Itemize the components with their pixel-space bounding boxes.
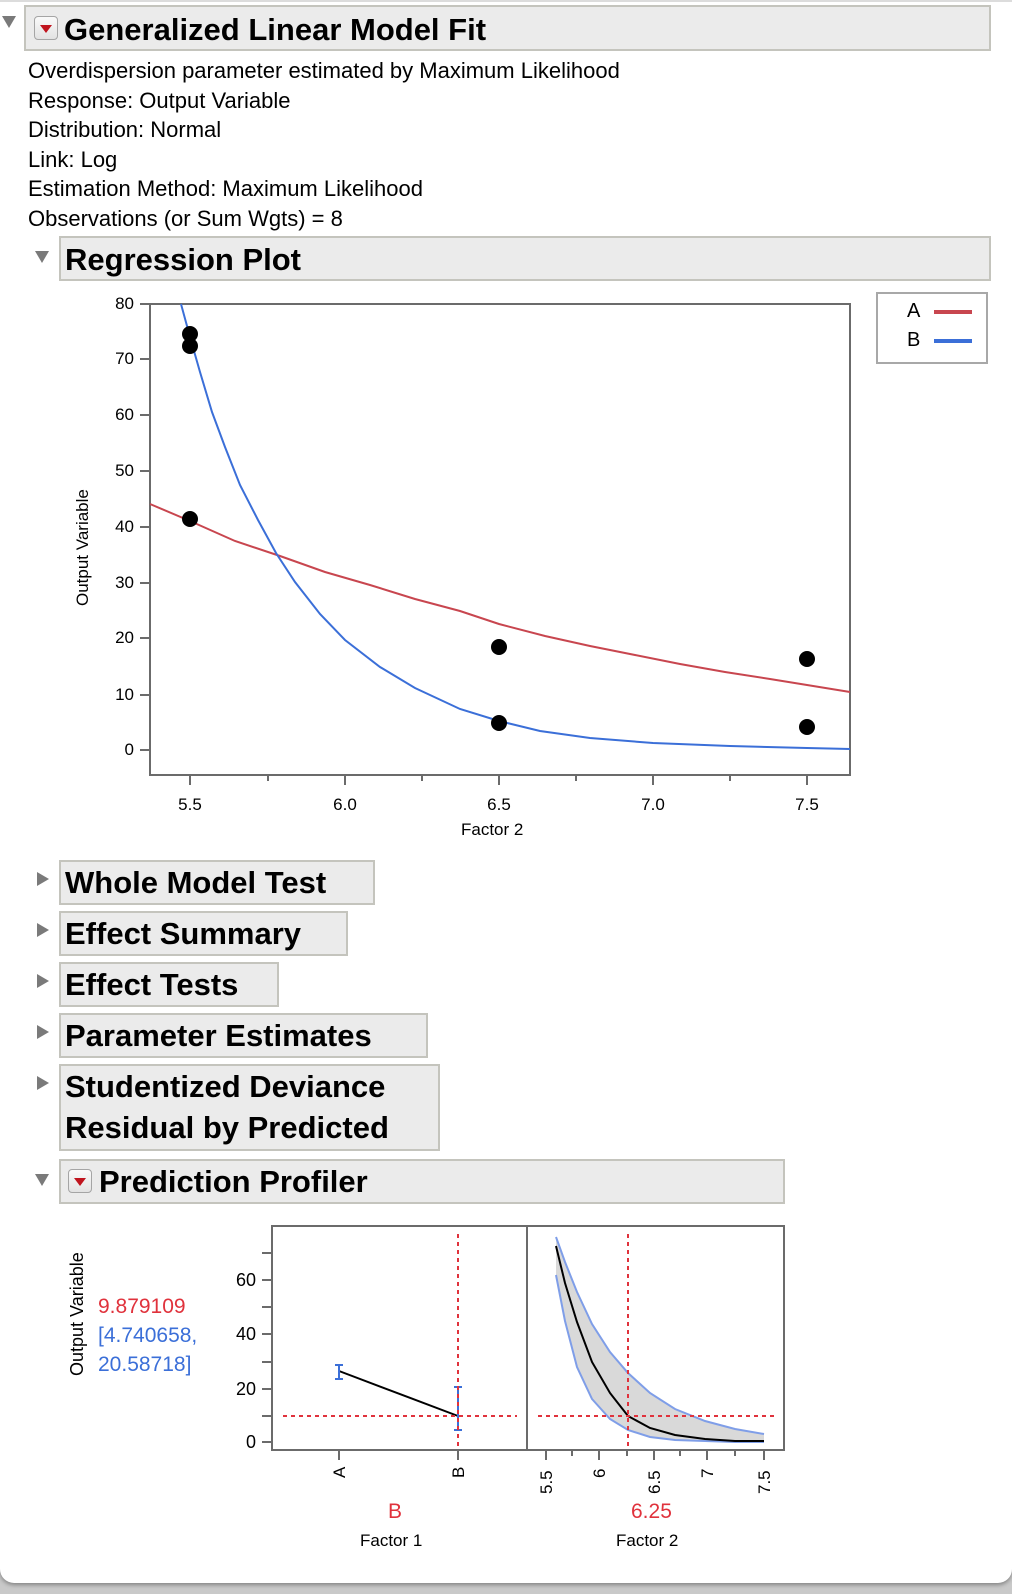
studentized-title-line1: Studentized Deviance	[65, 1069, 386, 1104]
y-tick-label: 30	[115, 573, 134, 592]
y-tick-label: 20	[115, 628, 134, 647]
factor2-tick: 7	[698, 1468, 717, 1478]
info-line: Estimation Method: Maximum Likelihood	[28, 176, 423, 201]
profiler-y-tick: 60	[235, 1270, 256, 1290]
profiler-y-tick: 20	[235, 1379, 256, 1399]
whole-model-test-title: Whole Model Test	[65, 865, 327, 900]
factor2-axis-label: Factor 2	[616, 1531, 679, 1550]
profiler-y-tick: 0	[245, 1432, 256, 1452]
x-tick-label: 7.5	[795, 795, 819, 814]
factor1-profile-panel	[271, 1225, 528, 1451]
data-point	[182, 338, 198, 354]
disclosure-triangle-effect-summary[interactable]	[37, 923, 49, 937]
predicted-value: 9.879109	[98, 1295, 186, 1318]
factor2-tick: 6	[590, 1468, 609, 1478]
factor2-current-value[interactable]: 6.25	[631, 1500, 672, 1523]
fit-curve-b	[180, 303, 851, 750]
glm-fit-header[interactable]: Generalized Linear Model Fit	[24, 5, 991, 51]
info-line: Link: Log	[28, 146, 118, 172]
info-line: Observations (or Sum Wgts) = 8	[28, 205, 343, 231]
parameter-estimates-header[interactable]: Parameter Estimates	[59, 1013, 428, 1058]
prediction-profiler-header[interactable]: Prediction Profiler	[59, 1159, 785, 1204]
x-tick-label: 5.5	[178, 795, 202, 814]
red-triangle-menu-icon[interactable]	[34, 16, 58, 40]
legend-label-a: A	[907, 300, 921, 322]
data-point	[491, 715, 507, 731]
info-line: Overdispersion parameter estimated by Ma…	[28, 58, 620, 83]
effect-summary-header[interactable]: Effect Summary	[59, 911, 348, 956]
x-tick-label: 6.5	[487, 795, 511, 814]
factor1-axis-label: Factor 1	[360, 1531, 423, 1550]
model-info: Overdispersion parameter estimated by Ma…	[28, 56, 620, 233]
regression-plot-header[interactable]: Regression Plot	[59, 236, 991, 281]
disclosure-triangle-studentized[interactable]	[37, 1076, 49, 1090]
red-triangle-menu-icon[interactable]	[68, 1169, 92, 1193]
parameter-estimates-title: Parameter Estimates	[65, 1018, 372, 1053]
confidence-interval-upper: 20.58718]	[98, 1353, 192, 1376]
y-tick-label: 70	[115, 349, 134, 368]
studentized-title-line2: Residual by Predicted	[65, 1110, 389, 1145]
confidence-interval-lower: [4.740658,	[98, 1324, 198, 1347]
effect-tests-header[interactable]: Effect Tests	[59, 962, 279, 1007]
disclosure-triangle-whole-model[interactable]	[37, 872, 49, 886]
data-point	[799, 651, 815, 667]
factor1-current-value[interactable]: B	[388, 1500, 403, 1523]
regression-plot-area[interactable]	[0, 0, 1012, 900]
info-line: Response: Output Variable	[28, 87, 291, 113]
disclosure-triangle-glm[interactable]	[2, 16, 16, 28]
fit-curve-a	[149, 503, 851, 693]
info-line: Distribution: Normal	[28, 117, 222, 142]
x-tick-label: 7.0	[641, 795, 665, 814]
data-point	[182, 326, 198, 342]
y-tick-label: 80	[115, 294, 134, 313]
effect-summary-title: Effect Summary	[65, 916, 302, 951]
y-tick-label: 40	[115, 517, 134, 536]
factor2-tick: 6.5	[645, 1470, 664, 1494]
disclosure-triangle-regression[interactable]	[35, 251, 49, 263]
y-tick-label: 60	[115, 405, 134, 424]
data-point	[491, 639, 507, 655]
top-border	[0, 0, 1012, 2]
y-tick-label: 50	[115, 461, 134, 480]
disclosure-triangle-effect-tests[interactable]	[37, 974, 49, 988]
prediction-profiler-title: Prediction Profiler	[99, 1164, 368, 1199]
factor2-tick: 5.5	[537, 1470, 556, 1494]
data-point	[182, 511, 198, 527]
whole-model-test-header[interactable]: Whole Model Test	[59, 860, 375, 905]
regression-x-axis-label: Factor 2	[461, 820, 524, 839]
y-tick-label: 10	[115, 685, 134, 704]
regression-plot-title: Regression Plot	[65, 242, 301, 277]
studentized-residual-header[interactable]: Studentized Deviance Residual by Predict…	[59, 1064, 440, 1151]
factor1-tick-b: B	[449, 1466, 468, 1478]
y-tick-label: 0	[124, 740, 134, 759]
disclosure-triangle-profiler[interactable]	[35, 1174, 49, 1186]
factor1-tick-a: A	[330, 1466, 349, 1478]
data-point	[799, 719, 815, 735]
factor2-tick: 7.5	[755, 1470, 774, 1494]
glm-fit-title: Generalized Linear Model Fit	[64, 12, 487, 47]
x-tick-label: 6.0	[333, 795, 357, 814]
profiler-y-tick: 40	[235, 1324, 256, 1344]
disclosure-triangle-parameter-estimates[interactable]	[37, 1025, 49, 1039]
legend-box	[876, 292, 988, 364]
effect-tests-title: Effect Tests	[65, 967, 239, 1002]
legend-label-b: B	[907, 329, 921, 351]
